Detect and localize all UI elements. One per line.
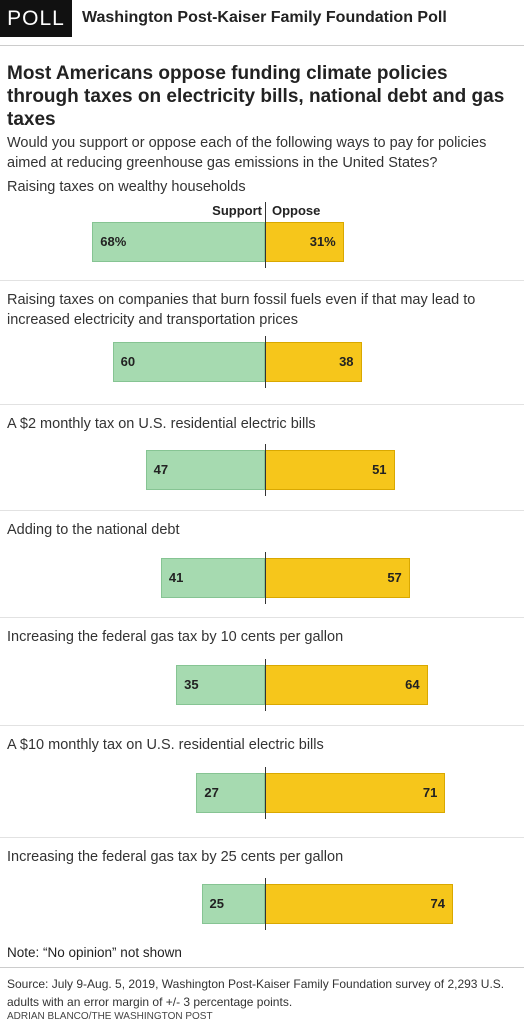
rule (0, 45, 524, 46)
value-label: 31% (309, 234, 336, 249)
legend-entry: Oppose (272, 203, 321, 218)
bar (92, 222, 265, 262)
center-line (265, 767, 266, 819)
credit: ADRIAN BLANCO/THE WASHINGTON POST (7, 1011, 213, 1022)
rule (0, 967, 524, 968)
header: Washington Post-Kaiser Family Foundation… (82, 9, 447, 26)
note: Note: “No opinion” not shown (7, 945, 182, 960)
rule (0, 725, 524, 726)
rule (0, 837, 524, 838)
rule (0, 617, 524, 618)
value-label: 57 (387, 570, 402, 585)
center-line (265, 444, 266, 496)
center-line (265, 659, 266, 711)
value-label: 74 (430, 896, 445, 911)
value-label: 41 (168, 570, 184, 585)
question: A $2 monthly tax on U.S. residential ele… (7, 416, 316, 432)
value-label: 68% (100, 234, 127, 249)
legend-entry: Support (212, 203, 262, 218)
center-line (265, 336, 266, 388)
rule (0, 404, 524, 405)
bar (112, 342, 265, 382)
value-label: 47 (153, 462, 169, 477)
question: Increasing the federal gas tax by 10 cen… (7, 629, 344, 645)
bar (201, 884, 265, 924)
bar (160, 558, 265, 598)
rule (0, 280, 524, 281)
subtitle: Would you support or oppose each of the … (7, 135, 487, 171)
question: Raising taxes on wealthy households (7, 179, 246, 195)
value-label: 71 (422, 785, 438, 800)
question: Raising taxes on companies that burn fos… (7, 292, 476, 328)
value-label: 51 (372, 462, 387, 477)
bar (145, 450, 265, 490)
chart-title: Most Americans oppose funding climate po… (7, 63, 505, 130)
value-label: 35 (184, 677, 199, 692)
bar (176, 665, 265, 705)
bar (196, 773, 265, 813)
center-line (265, 202, 266, 268)
center-line (265, 552, 266, 604)
question: Increasing the federal gas tax by 25 cen… (7, 849, 344, 865)
question: Adding to the national debt (7, 522, 180, 538)
bar (265, 773, 446, 813)
value-label: 27 (204, 785, 219, 800)
bar (265, 342, 362, 382)
question: A $10 monthly tax on U.S. residential el… (7, 737, 324, 753)
rule (0, 510, 524, 511)
bar (265, 222, 344, 262)
value-label: 38 (339, 354, 354, 369)
source: Source: July 9-Aug. 5, 2019, Washington … (7, 977, 505, 1009)
value-label: 64 (405, 677, 420, 692)
badge: POLL (0, 0, 72, 37)
bar (265, 884, 453, 924)
center-line (265, 878, 266, 930)
value-label: 60 (120, 354, 136, 369)
bar (265, 450, 395, 490)
bar (265, 665, 428, 705)
value-label: 25 (209, 896, 224, 911)
